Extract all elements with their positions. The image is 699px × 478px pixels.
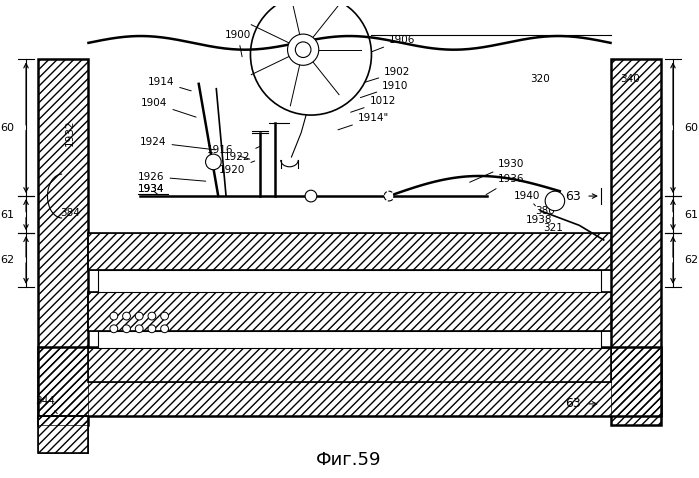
- Text: 1932: 1932: [65, 120, 75, 146]
- Text: 60: 60: [0, 123, 14, 133]
- Circle shape: [250, 0, 371, 115]
- Circle shape: [148, 325, 156, 333]
- Text: 61: 61: [685, 210, 699, 219]
- Circle shape: [287, 34, 319, 65]
- Circle shape: [110, 325, 117, 333]
- Bar: [38, 416, 89, 453]
- Circle shape: [206, 154, 221, 170]
- Text: 63: 63: [565, 397, 582, 411]
- Text: 382: 382: [331, 331, 350, 349]
- Text: 1914: 1914: [148, 77, 192, 91]
- Text: 1940: 1940: [514, 191, 540, 206]
- Text: 344: 344: [36, 396, 57, 413]
- Text: 1930: 1930: [470, 159, 525, 182]
- Bar: [99, 270, 600, 292]
- Text: 372: 372: [475, 252, 507, 262]
- Circle shape: [136, 312, 143, 320]
- Text: 1902: 1902: [362, 67, 410, 83]
- Text: 1942: 1942: [145, 303, 180, 316]
- Text: 1900: 1900: [224, 30, 251, 57]
- Bar: [89, 233, 610, 270]
- Text: 369: 369: [148, 251, 168, 261]
- Text: 61: 61: [0, 210, 14, 219]
- Bar: [89, 233, 610, 270]
- Bar: [38, 348, 661, 416]
- Text: 321: 321: [543, 223, 563, 233]
- Text: 1934: 1934: [138, 184, 165, 194]
- Text: 1910: 1910: [361, 81, 408, 98]
- Circle shape: [296, 42, 311, 57]
- Bar: [89, 292, 610, 331]
- Circle shape: [136, 325, 143, 333]
- Circle shape: [384, 191, 394, 201]
- Text: 62: 62: [685, 255, 699, 265]
- Text: 1926: 1926: [138, 172, 206, 182]
- Text: 345: 345: [594, 315, 614, 325]
- Bar: [89, 292, 610, 331]
- Text: 1938: 1938: [526, 216, 552, 226]
- Text: 1924: 1924: [140, 137, 215, 150]
- Bar: [89, 196, 469, 352]
- Text: 1916: 1916: [206, 145, 250, 159]
- Text: 380: 380: [535, 206, 555, 216]
- Circle shape: [122, 312, 131, 320]
- Circle shape: [161, 312, 168, 320]
- Text: 1914': 1914': [291, 22, 321, 40]
- Text: 367: 367: [338, 256, 358, 266]
- Bar: [38, 416, 89, 453]
- Text: 1934: 1934: [138, 184, 165, 194]
- Bar: [89, 348, 610, 382]
- Text: 384: 384: [60, 207, 80, 217]
- Text: 1920: 1920: [219, 161, 254, 175]
- Text: 1906: 1906: [372, 35, 415, 52]
- Circle shape: [161, 325, 168, 333]
- Bar: [38, 59, 89, 425]
- Text: 60: 60: [685, 123, 699, 133]
- Text: 63: 63: [565, 190, 582, 203]
- Text: 1012: 1012: [351, 97, 396, 112]
- Circle shape: [148, 312, 156, 320]
- Bar: [610, 59, 661, 425]
- Text: 320: 320: [531, 74, 550, 84]
- Bar: [99, 331, 600, 348]
- Text: 1914": 1914": [338, 113, 389, 130]
- Text: 340: 340: [620, 74, 640, 84]
- Text: 368: 368: [428, 333, 448, 349]
- Bar: [610, 59, 661, 425]
- Text: 1936: 1936: [486, 174, 525, 195]
- Bar: [380, 196, 610, 352]
- Text: 1904: 1904: [141, 98, 196, 117]
- Bar: [38, 59, 89, 425]
- Text: Фиг.59: Фиг.59: [316, 451, 382, 468]
- Bar: [38, 348, 661, 416]
- Circle shape: [305, 190, 317, 202]
- Circle shape: [110, 312, 117, 320]
- Circle shape: [545, 191, 565, 211]
- Circle shape: [122, 325, 131, 333]
- Bar: [89, 348, 610, 382]
- Text: 1922: 1922: [224, 146, 259, 162]
- Text: 62: 62: [0, 255, 14, 265]
